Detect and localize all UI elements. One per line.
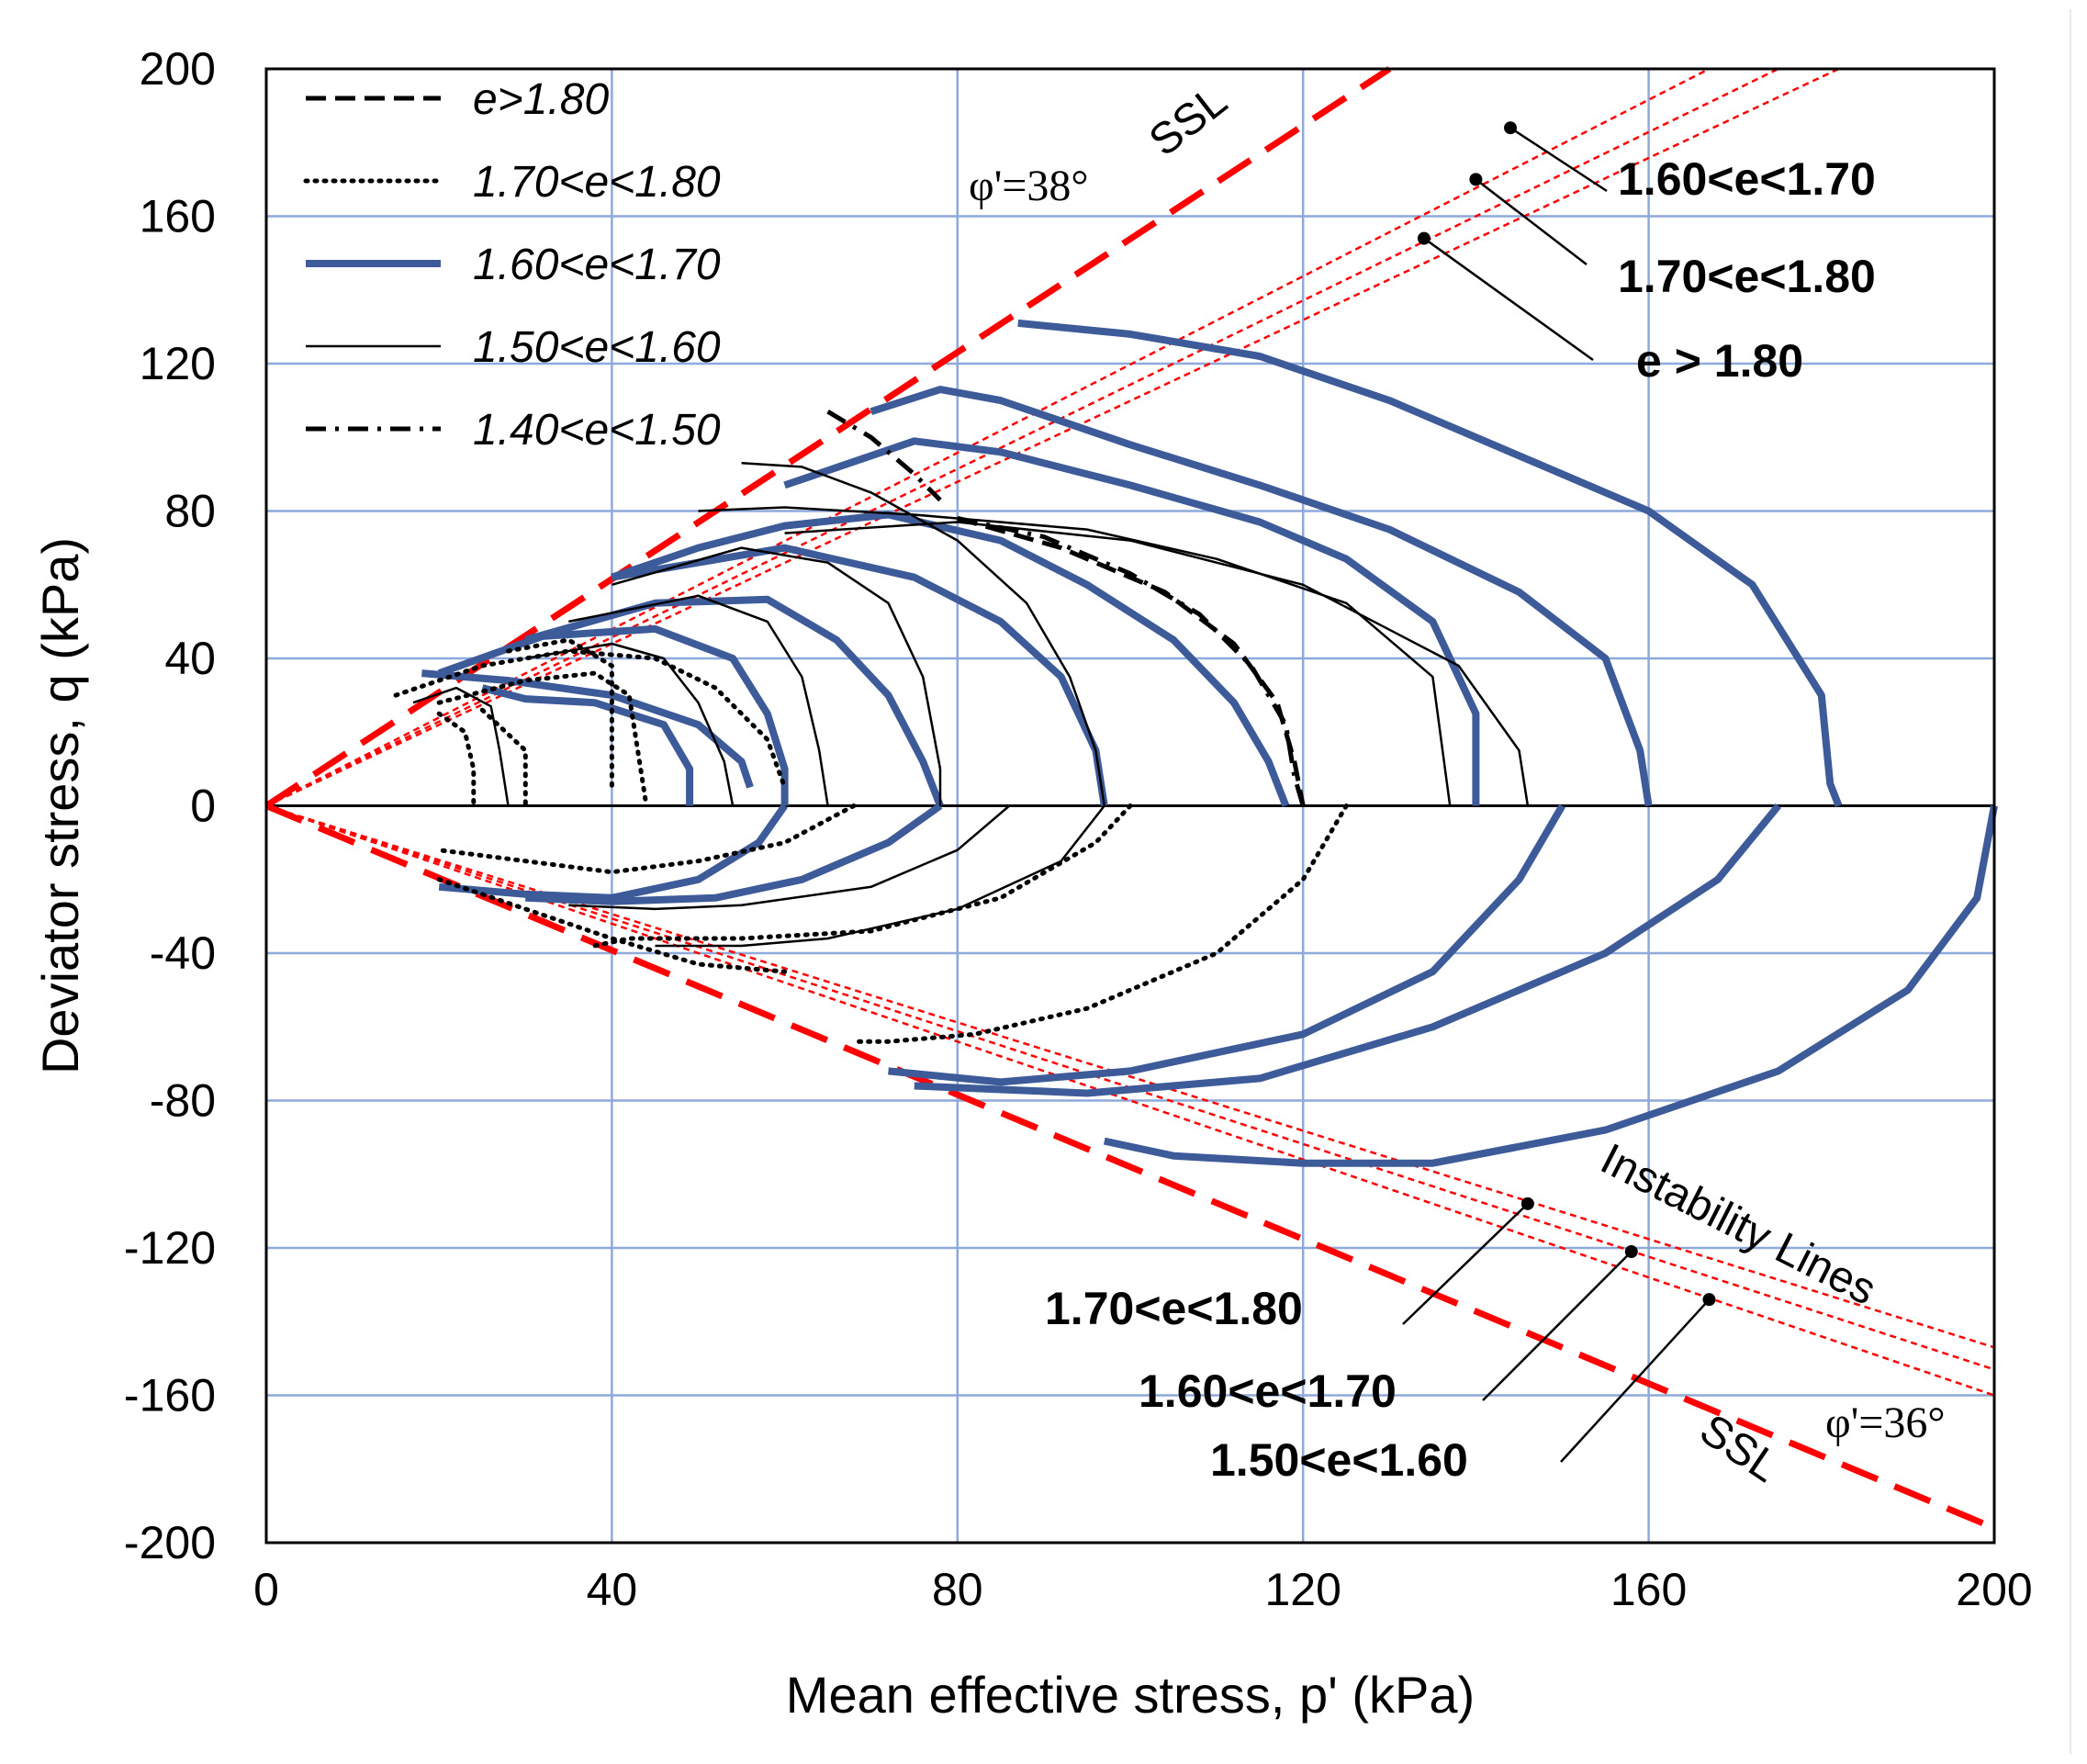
callout-leader-0 — [1509, 127, 1608, 193]
series-path-1-50-e-1-60-22 — [655, 804, 1105, 948]
series-path-1-50-e-1-60-18 — [568, 594, 829, 806]
callout-dot-0 — [1504, 121, 1518, 135]
legend-label-1-50-e-1-60: 1.50<e<1.60 — [473, 323, 721, 372]
series-path-1-70-e-1-80-26 — [393, 648, 788, 790]
callout-leader-2 — [1423, 237, 1594, 362]
y-tick-label-120: 120 — [140, 338, 216, 389]
series-path-1-70-e-1-80-28 — [506, 637, 614, 790]
series-path-1-60-e-1-70-10 — [525, 803, 943, 905]
series-path-1-60-e-1-70-7 — [421, 669, 754, 789]
series-path-1-50-e-1-60-20 — [412, 686, 510, 806]
callout-label-1-50-e-1-60-5: 1.50<e<1.60 — [1210, 1434, 1468, 1486]
x-tick-label-0: 0 — [253, 1564, 279, 1615]
series-path-1-60-e-1-70-0 — [1017, 319, 1843, 807]
series-path-1-50-e-1-60-15 — [698, 506, 1452, 806]
series-path-1-50-e-1-60-21 — [568, 804, 1011, 911]
callout-label-1-70-e-1-80-3: 1.70<e<1.80 — [1045, 1283, 1303, 1334]
callout-dot-1 — [1469, 173, 1483, 186]
series-path-1-60-e-1-70-11 — [888, 803, 1565, 1086]
legend-label-1-60-e-1-70: 1.60<e<1.70 — [473, 241, 721, 289]
series-path-1-60-e-1-70-5 — [524, 595, 944, 807]
series-path-1-60-e-1-70-6 — [437, 624, 789, 806]
callout-label-1-60-e-1-70-0: 1.60<e<1.70 — [1618, 153, 1876, 205]
y-tick-label-200: 200 — [140, 43, 216, 95]
series-path-1-50-e-1-60-14 — [741, 462, 1106, 806]
series-path-1-60-e-1-70-3 — [611, 511, 1290, 807]
y-tick-label-neg120: -120 — [124, 1222, 216, 1274]
callout-label-e-1-80-2: e > 1.80 — [1636, 335, 1803, 387]
callout-dot-5 — [1702, 1293, 1716, 1307]
y-tick-label-neg160: -160 — [124, 1370, 216, 1421]
tick-labels: 0 40 80 120 160 200 200 160 120 80 40 0 -40 -80 -120 -1… — [124, 43, 2033, 1615]
x-tick-label-40: 40 — [587, 1564, 638, 1615]
callout-leader-4 — [1482, 1251, 1633, 1401]
series-path-1-70-e-1-80-27 — [436, 670, 649, 808]
series-path-1-60-e-1-70-1 — [870, 386, 1653, 807]
series-path-1-70-e-1-80-32 — [592, 803, 1133, 949]
y-axis-title: Deviator stress, q (kPa) — [31, 537, 89, 1074]
callout-dot-2 — [1417, 231, 1431, 245]
callout-leader-1 — [1475, 178, 1588, 265]
series-path-e-1-80-25 — [957, 516, 1306, 806]
series-path-1-70-e-1-80-30 — [479, 707, 528, 808]
legend-label-e-1-80: e>1.80 — [473, 75, 609, 124]
y-tick-label-160: 160 — [140, 191, 216, 242]
series-path-1-60-e-1-70-2 — [783, 437, 1480, 806]
x-axis-title: Mean effective stress, p' (kPa) — [786, 1666, 1475, 1724]
phi-extension-label: φ'=36° — [1825, 1399, 1946, 1447]
callout-dot-4 — [1624, 1245, 1638, 1259]
y-tick-label-0: 0 — [190, 781, 216, 832]
callout-leader-5 — [1560, 1298, 1711, 1463]
phi-compression-label: φ'=38° — [969, 162, 1089, 210]
series-path-1-60-e-1-70-9 — [438, 803, 788, 902]
series-path-1-50-e-1-60-16 — [784, 521, 1530, 806]
callout-label-1-60-e-1-70-4: 1.60<e<1.70 — [1139, 1365, 1397, 1417]
x-tick-label-120: 120 — [1264, 1564, 1341, 1615]
legend-label-1-70-e-1-80: 1.70<e<1.80 — [473, 158, 721, 207]
legend: e>1.80 1.70<e<1.80 1.60<e<1.70 1.50<e<1.60 1… — [303, 75, 721, 455]
callout-dot-3 — [1520, 1197, 1534, 1210]
series-path-1-60-e-1-70-13 — [1103, 804, 1998, 1167]
ssl-extension-line — [264, 803, 1996, 1532]
y-tick-label-40: 40 — [164, 633, 216, 684]
x-tick-label-80: 80 — [932, 1564, 983, 1615]
y-tick-label-neg80: -80 — [150, 1075, 216, 1127]
callout-label-1-70-e-1-80-1: 1.70<e<1.80 — [1618, 251, 1876, 302]
series-path-1-70-e-1-80-34 — [436, 877, 788, 974]
y-tick-label-80: 80 — [164, 486, 216, 537]
series-path-1-50-e-1-60-19 — [525, 642, 735, 806]
series-path-1-50-e-1-60-17 — [612, 546, 942, 806]
ssl-compression-line — [264, 66, 1392, 809]
series-path-1-60-e-1-70-12 — [914, 803, 1781, 1097]
series-path-1-70-e-1-80-33 — [851, 803, 1349, 1044]
y-tick-label-neg200: -200 — [124, 1517, 216, 1568]
y-tick-label-neg40: -40 — [150, 927, 216, 979]
legend-label-1-40-e-1-50: 1.40<e<1.50 — [473, 406, 721, 455]
plot-area-border — [264, 67, 1996, 1545]
series-path-1-70-e-1-80-31 — [436, 803, 857, 875]
x-tick-label-160: 160 — [1610, 1564, 1687, 1615]
callout-leader-3 — [1402, 1202, 1529, 1325]
series-path-1-60-e-1-70-8 — [481, 684, 694, 806]
series-group — [393, 319, 1998, 1167]
x-tick-label-200: 200 — [1956, 1564, 2032, 1615]
